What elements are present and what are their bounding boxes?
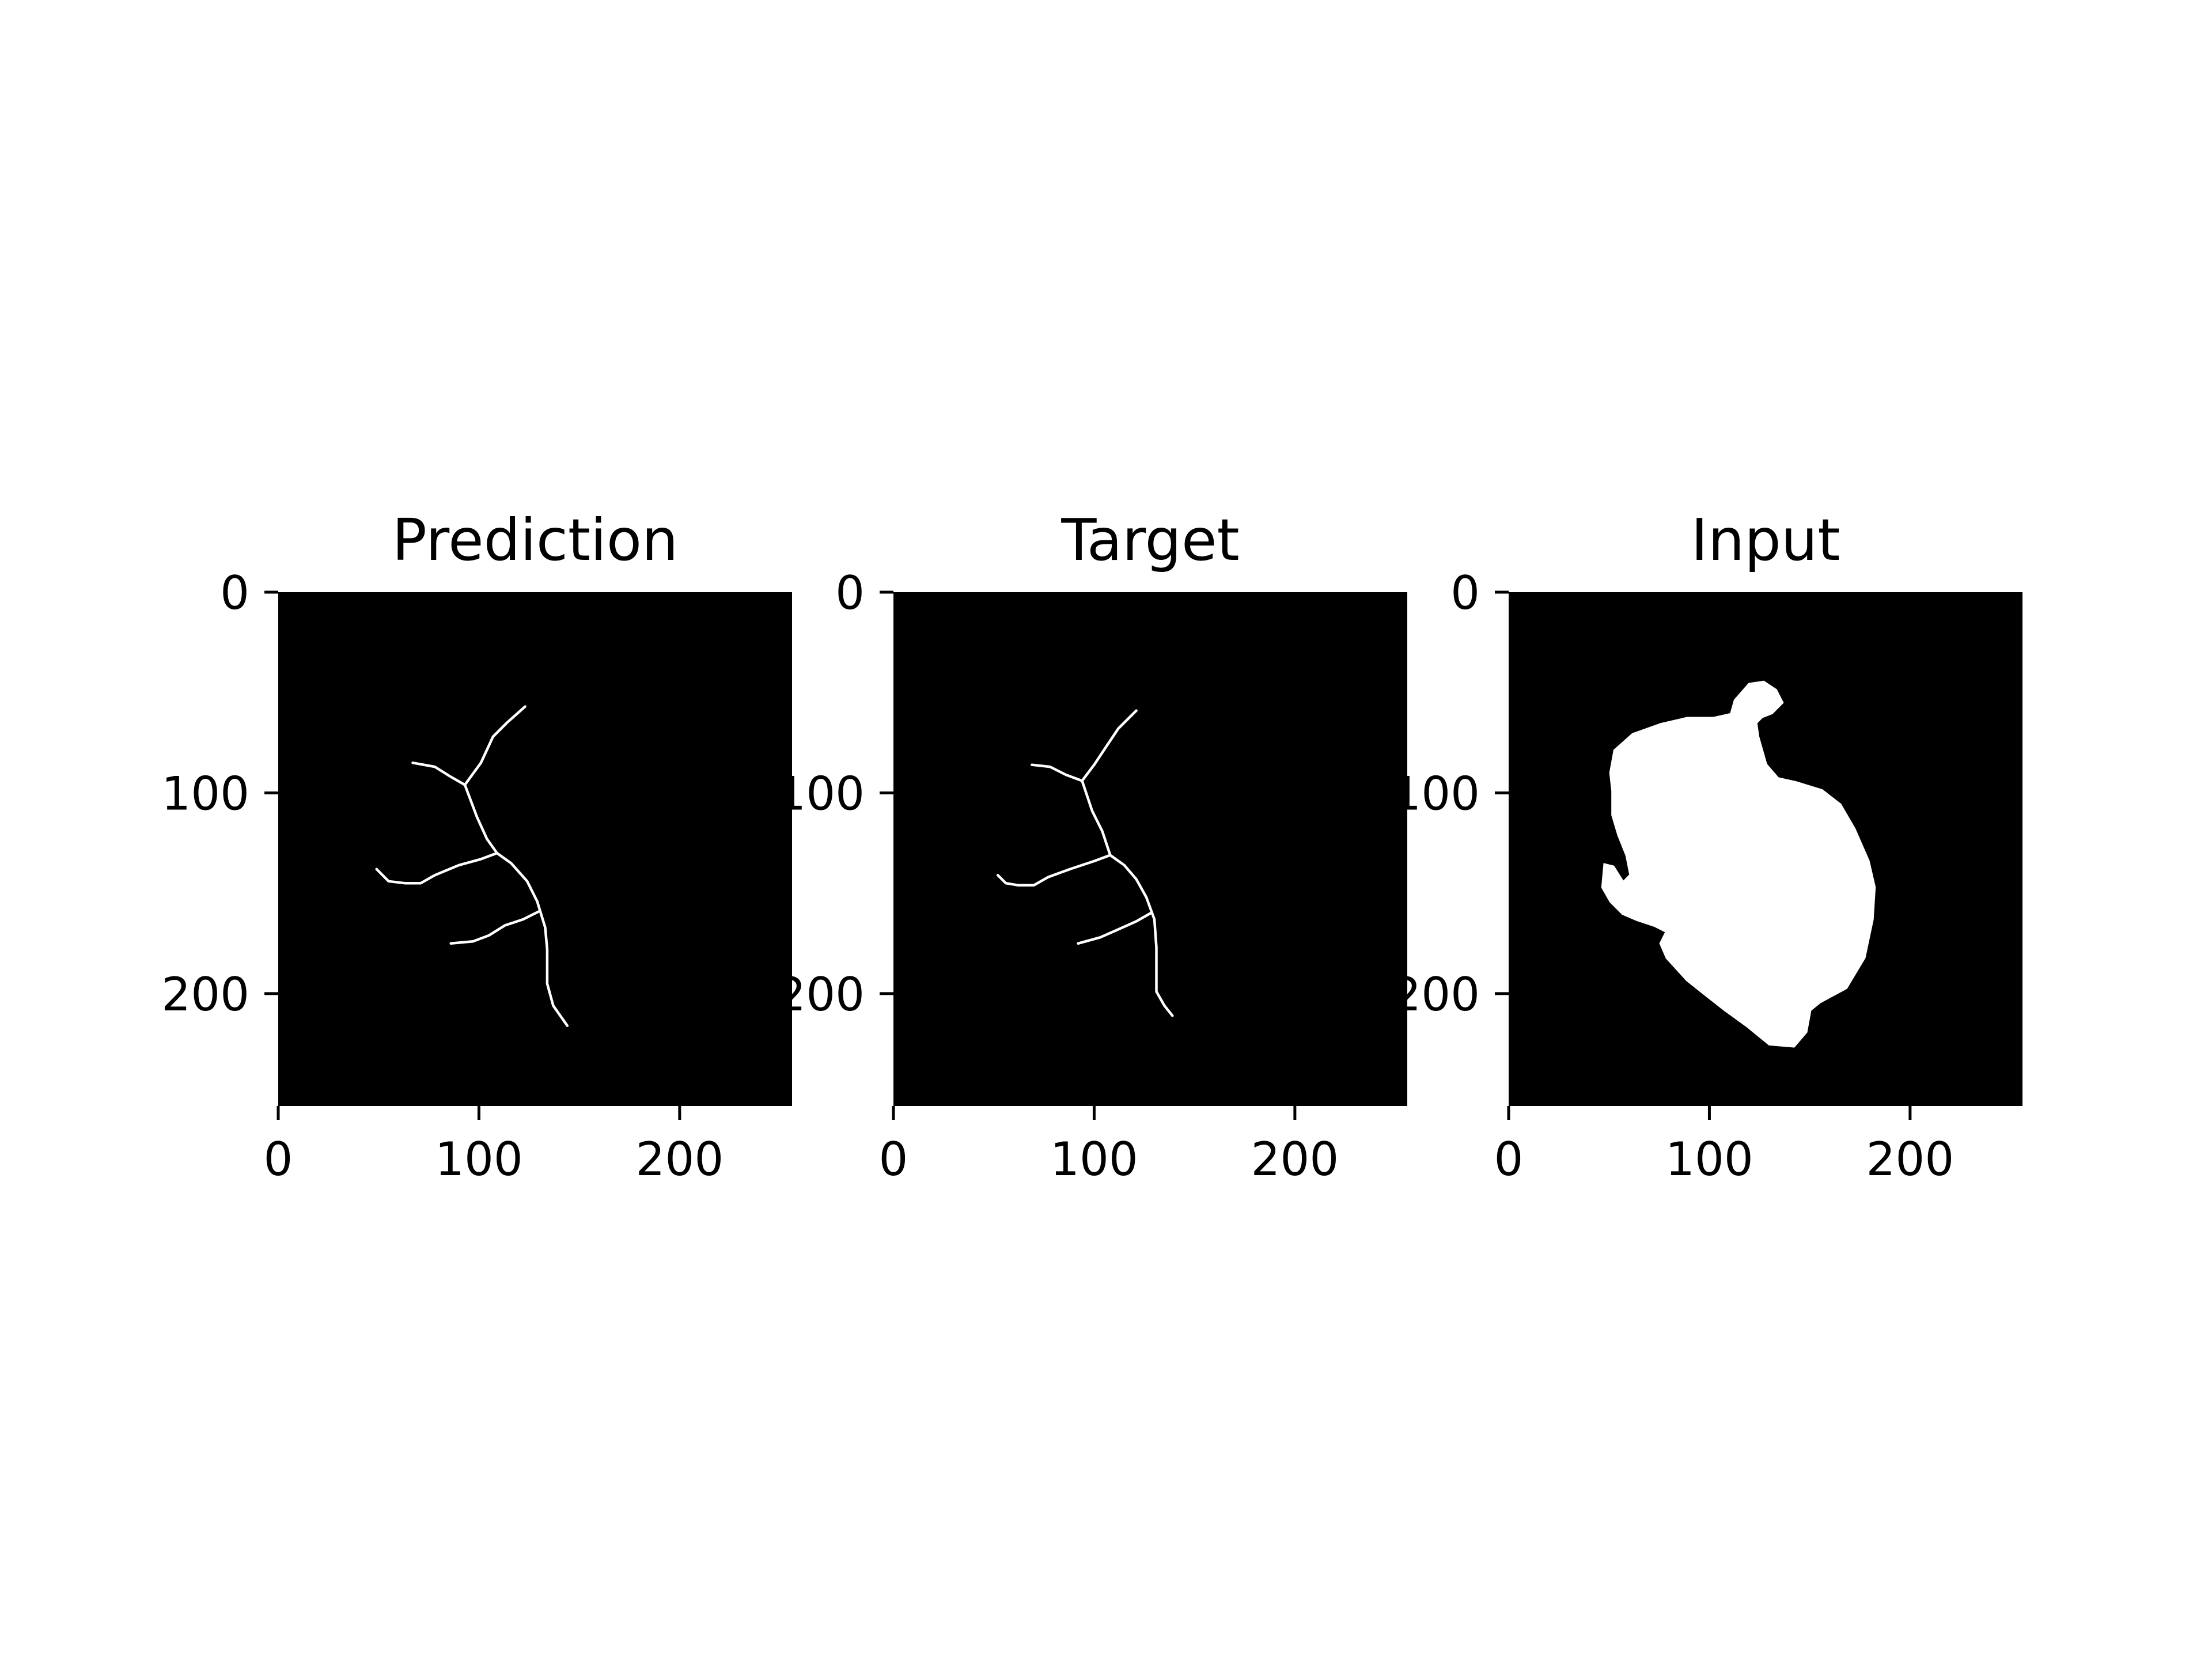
image-area-prediction	[278, 592, 792, 1106]
skeleton-branch-4	[1109, 854, 1174, 1017]
mask-region-0	[1601, 680, 1876, 1048]
x-tick-label: 100	[1050, 1132, 1138, 1186]
panel-title-prediction: Prediction	[392, 506, 679, 574]
skeleton-branch-1	[1031, 763, 1084, 782]
skeleton-branch-2	[463, 783, 499, 855]
y-tick-label: 200	[161, 968, 249, 1021]
y-tick-label: 0	[835, 566, 865, 620]
y-tick-label: 100	[161, 767, 249, 820]
x-tick-label: 200	[1866, 1132, 1955, 1186]
x-tick-label: 0	[264, 1132, 293, 1186]
x-tick-label: 100	[435, 1132, 523, 1186]
panel-prediction	[278, 592, 792, 1106]
skeleton-branch-0	[463, 705, 527, 786]
skeleton-branch-5	[449, 910, 541, 945]
skeleton-branch-2	[1081, 779, 1112, 857]
axis-labels-prediction: Prediction 0 100 200 0 100 200	[161, 506, 724, 1186]
panel-target	[893, 592, 1407, 1106]
skeleton-branch-3	[375, 851, 499, 885]
x-tick-label: 200	[636, 1132, 724, 1186]
skeleton-branch-3	[996, 854, 1112, 887]
panel-input	[1509, 592, 2022, 1106]
image-area-target	[893, 592, 1407, 1106]
mask-layer-input	[1601, 680, 1876, 1048]
skeleton-branch-5	[1077, 912, 1152, 945]
skeleton-branch-1	[411, 761, 467, 786]
panel-title-target: Target	[1060, 506, 1239, 574]
x-tick-label: 100	[1665, 1132, 1753, 1186]
x-tick-label: 0	[1494, 1132, 1524, 1186]
y-tick-label: 0	[1450, 566, 1480, 620]
skeleton-branch-4	[495, 851, 569, 1027]
skeleton-branch-0	[1081, 709, 1138, 782]
x-tick-label: 200	[1251, 1132, 1339, 1186]
mask-layer-target	[996, 709, 1174, 1017]
panel-title-input: Input	[1691, 506, 1840, 574]
y-tick-label: 0	[220, 566, 249, 620]
mask-layer-prediction	[375, 705, 569, 1027]
x-tick-label: 0	[879, 1132, 908, 1186]
